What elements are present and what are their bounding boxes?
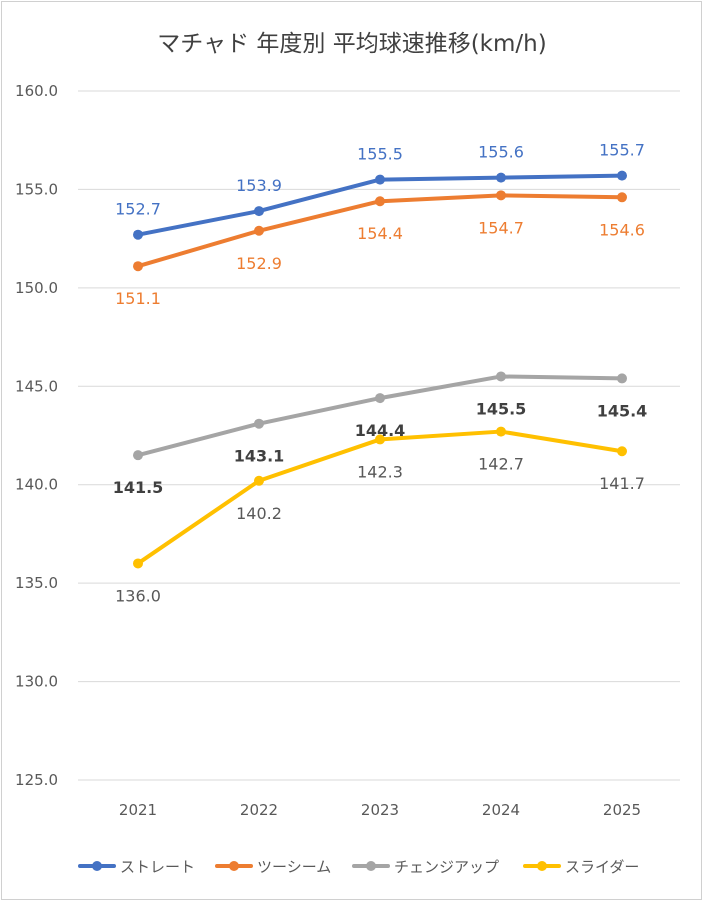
legend-label: スライダー xyxy=(565,858,639,876)
data-point xyxy=(375,434,385,445)
data-label: 152.7 xyxy=(115,200,161,219)
data-label: 144.4 xyxy=(355,421,406,440)
data-label: 152.9 xyxy=(236,254,282,273)
x-axis-ticks: 2021 2022 2023 2024 2025 xyxy=(119,801,641,819)
data-point xyxy=(375,174,385,185)
data-point xyxy=(375,196,385,207)
legend: ストレート ツーシーム チェンジアップ スライダー xyxy=(78,858,639,876)
data-label: 154.7 xyxy=(478,218,524,237)
data-point xyxy=(254,206,264,217)
data-label: 154.6 xyxy=(599,220,645,239)
data-point xyxy=(375,393,385,404)
data-point xyxy=(617,446,627,457)
x-tick-label: 2024 xyxy=(482,801,520,819)
data-label: 141.5 xyxy=(113,478,164,497)
data-label: 145.5 xyxy=(476,399,527,418)
data-label: 143.1 xyxy=(234,447,285,466)
data-point xyxy=(133,229,143,240)
data-point xyxy=(133,261,143,272)
series-line xyxy=(136,429,624,566)
data-label: 142.7 xyxy=(478,455,524,474)
data-labels: 152.7 153.9 155.5 155.6 155.7 151.1 152.9 154.4… xyxy=(113,141,648,606)
y-tick-label: 125.0 xyxy=(15,771,58,789)
legend-label: ツーシーム xyxy=(257,858,331,876)
y-tick-label: 150.0 xyxy=(15,279,58,297)
data-point xyxy=(496,371,506,382)
data-label: 155.7 xyxy=(599,141,645,160)
data-label: 153.9 xyxy=(236,176,282,195)
data-point xyxy=(617,373,627,384)
y-tick-label: 130.0 xyxy=(15,673,58,691)
x-tick-label: 2023 xyxy=(361,801,399,819)
data-point xyxy=(496,426,506,437)
legend-marker xyxy=(537,861,547,871)
data-label: 155.6 xyxy=(478,143,524,162)
chart-title: マチャド 年度別 平均球速推移(km/h) xyxy=(157,31,546,57)
data-point xyxy=(496,172,506,183)
y-axis-ticks: 160.0 155.0 150.0 145.0 140.0 135.0 130.0 125.0 xyxy=(15,82,58,789)
legend-marker xyxy=(229,861,239,871)
data-label: 154.4 xyxy=(357,224,403,243)
y-tick-label: 135.0 xyxy=(15,574,58,592)
data-point xyxy=(133,450,143,461)
legend-label: チェンジアップ xyxy=(394,858,499,876)
legend-marker xyxy=(92,861,102,871)
data-point xyxy=(254,225,264,236)
data-label: 136.0 xyxy=(115,586,161,605)
data-point xyxy=(617,170,627,181)
series-lines xyxy=(133,170,627,569)
data-label: 140.2 xyxy=(236,504,282,523)
data-point xyxy=(254,418,264,429)
data-label: 142.3 xyxy=(357,462,403,481)
data-point xyxy=(133,558,143,569)
legend-marker xyxy=(366,861,376,871)
y-tick-label: 160.0 xyxy=(15,82,58,100)
data-label: 141.7 xyxy=(599,474,645,493)
data-label: 145.4 xyxy=(597,401,648,420)
legend-label: ストレート xyxy=(120,858,195,876)
data-point xyxy=(254,475,264,486)
x-tick-label: 2022 xyxy=(240,801,278,819)
data-label: 155.5 xyxy=(357,145,403,164)
data-point xyxy=(617,192,627,203)
data-point xyxy=(496,190,506,201)
gridlines xyxy=(78,90,680,781)
y-tick-label: 140.0 xyxy=(15,476,58,494)
x-tick-label: 2021 xyxy=(119,801,157,819)
y-tick-label: 155.0 xyxy=(15,180,58,198)
y-tick-label: 145.0 xyxy=(15,377,58,395)
x-tick-label: 2025 xyxy=(603,801,641,819)
data-label: 151.1 xyxy=(115,289,161,308)
